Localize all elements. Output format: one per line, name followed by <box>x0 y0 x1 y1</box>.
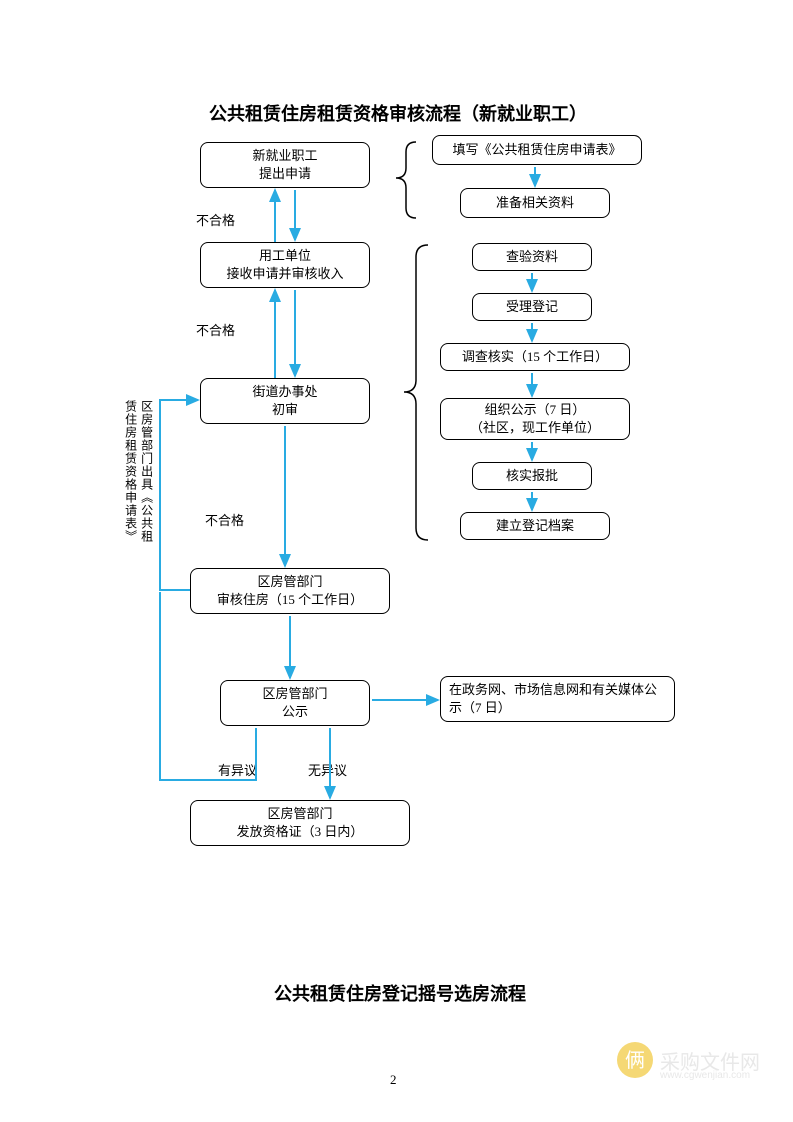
node-line: 填写《公共租赁住房申请表》 <box>452 141 621 159</box>
node-line: 区房管部门 <box>262 685 327 703</box>
label-fail-2: 不合格 <box>196 320 235 339</box>
node-line: 提出申请 <box>259 165 311 183</box>
vertical-label-col1: 区房管部门出具《公共租 <box>138 400 154 543</box>
node-line: 核实报批 <box>506 467 558 485</box>
label-no-objection: 无异议 <box>308 760 347 779</box>
page-number: 2 <box>390 1072 397 1088</box>
node-line: 区房管部门 <box>267 805 332 823</box>
node-publicize-7days: 组织公示（7 日） （社区，现工作单位） <box>440 398 630 440</box>
node-line: 初审 <box>272 401 298 419</box>
node-line: 示（7 日） <box>449 699 511 717</box>
node-check-materials: 查验资料 <box>472 243 592 271</box>
node-line: 新就业职工 <box>252 147 317 165</box>
node-district-publicize: 区房管部门 公示 <box>220 680 370 726</box>
label-objection: 有异议 <box>218 760 257 779</box>
arrows-overlay <box>0 0 793 1122</box>
node-line: 建立登记档案 <box>496 517 574 535</box>
watermark-subtext: www.cgwenjian.com <box>660 1070 750 1081</box>
node-line: 街道办事处 <box>252 383 317 401</box>
node-line: 审核住房（15 个工作日） <box>217 591 363 609</box>
node-line: 公示 <box>282 703 308 721</box>
title-top: 公共租赁住房租赁资格审核流程（新就业职工） <box>168 100 628 126</box>
node-district-issue: 区房管部门 发放资格证（3 日内） <box>190 800 410 846</box>
node-line: 受理登记 <box>506 298 558 316</box>
vertical-label-col2: 赁住房租赁资格申请表》 <box>122 400 138 543</box>
watermark-icon: 俩 <box>617 1042 657 1082</box>
node-investigate: 调查核实（15 个工作日） <box>440 343 630 371</box>
node-fill-form: 填写《公共租赁住房申请表》 <box>432 135 642 165</box>
svg-text:俩: 俩 <box>625 1049 645 1072</box>
node-line: 用工单位 <box>259 247 311 265</box>
node-verify-report: 核实报批 <box>472 462 592 490</box>
node-district-review: 区房管部门 审核住房（15 个工作日） <box>190 568 390 614</box>
node-street-office: 街道办事处 初审 <box>200 378 370 424</box>
node-applicant: 新就业职工 提出申请 <box>200 142 370 188</box>
node-line: 区房管部门 <box>257 573 322 591</box>
title-bottom: 公共租赁住房登记摇号选房流程 <box>230 980 570 1006</box>
node-line: 接收申请并审核收入 <box>226 265 343 283</box>
node-media-publicize: 在政务网、市场信息网和有关媒体公 示（7 日） <box>440 676 675 722</box>
node-employer: 用工单位 接收申请并审核收入 <box>200 242 370 288</box>
label-fail-1: 不合格 <box>196 210 235 229</box>
node-prepare-materials: 准备相关资料 <box>460 188 610 218</box>
node-accept-register: 受理登记 <box>472 293 592 321</box>
node-line: （社区，现工作单位） <box>470 419 600 437</box>
node-line: 准备相关资料 <box>496 194 574 212</box>
node-line: 组织公示（7 日） <box>485 401 586 419</box>
node-line: 调查核实（15 个工作日） <box>462 348 608 366</box>
label-fail-3: 不合格 <box>205 510 244 529</box>
node-line: 查验资料 <box>506 248 558 266</box>
node-line: 发放资格证（3 日内） <box>237 823 364 841</box>
node-line: 在政务网、市场信息网和有关媒体公 <box>449 681 657 699</box>
node-establish-archive: 建立登记档案 <box>460 512 610 540</box>
